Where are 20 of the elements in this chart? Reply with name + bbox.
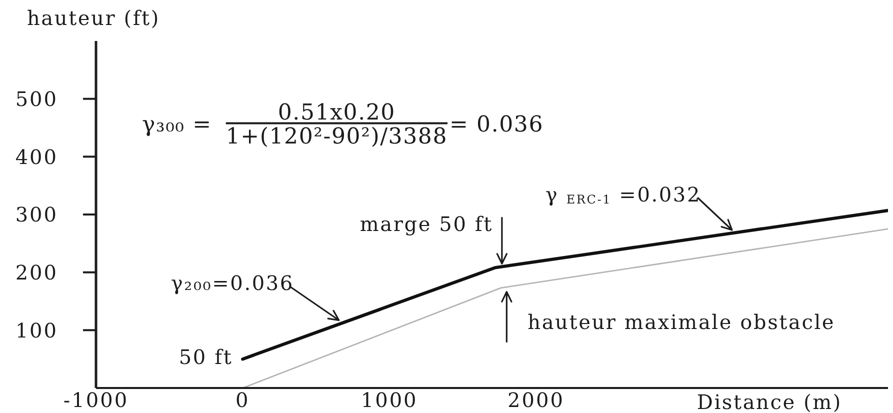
- y-tick-label: 100: [15, 318, 58, 342]
- annotation: marge 50 ft: [360, 212, 493, 236]
- y-tick-label: 500: [15, 86, 58, 111]
- y-axis-title: hauteur (ft): [27, 6, 160, 30]
- annotation: 50 ft: [178, 345, 233, 370]
- y-tick-label: 300: [15, 202, 58, 227]
- x-tick-label: 0: [236, 388, 250, 412]
- annotation: 0.51x0.20: [278, 100, 396, 126]
- x-tick-label: 1000: [360, 388, 418, 412]
- y-tick-label: 200: [15, 260, 58, 284]
- x-axis-title: Distance (m): [696, 390, 842, 413]
- annotation: = 0.036: [450, 112, 544, 138]
- annotation: γ $_{ERC-1}$ =0.032: [545, 182, 701, 207]
- annotation: hauteur maximale obstacle: [528, 310, 836, 334]
- x-tick-label: 2000: [508, 388, 564, 412]
- annotation: γ₃₀₀ =: [142, 112, 212, 138]
- y-tick-label: 400: [15, 144, 58, 169]
- annotation: γ₂₀₀=0.036: [170, 271, 294, 296]
- annotation: 1+(120²-90²)/3388: [226, 124, 448, 149]
- x-tick-label: -1000: [63, 388, 129, 412]
